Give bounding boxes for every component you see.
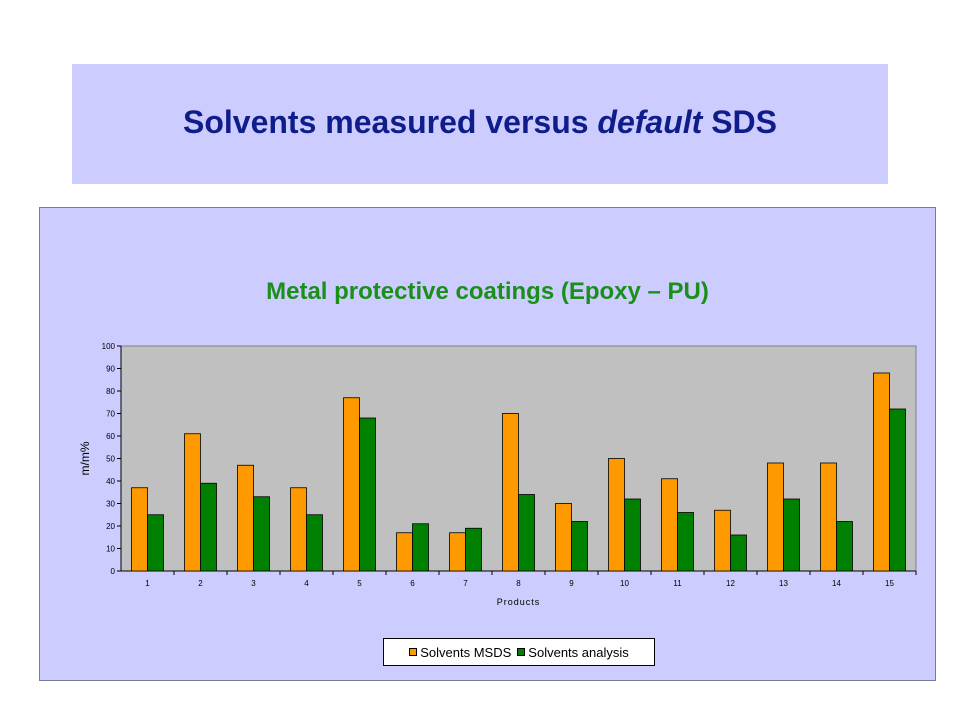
bar-analysis <box>306 514 323 572</box>
bar-analysis <box>359 417 376 572</box>
bar-msds <box>131 487 148 572</box>
bar-analysis <box>518 494 535 572</box>
bar-msds <box>396 532 413 572</box>
x-tick-label: 12 <box>726 579 735 588</box>
x-tick-label: 9 <box>569 579 574 588</box>
bar-msds <box>237 464 254 572</box>
bar-analysis <box>571 521 588 572</box>
y-tick-label: 50 <box>106 455 115 464</box>
chart-title: Metal protective coatings (Epoxy – PU) <box>266 278 709 305</box>
y-tick-label: 60 <box>106 432 115 441</box>
bar-analysis <box>200 482 217 572</box>
x-tick-label: 8 <box>516 579 521 588</box>
bar-msds <box>555 503 572 572</box>
slide-title-box: Solvents measured versus default SDS <box>72 64 888 184</box>
bar-msds <box>449 532 466 572</box>
bar-analysis <box>730 534 747 572</box>
bar-analysis <box>465 527 482 572</box>
bar-analysis <box>836 521 853 572</box>
y-tick-label: 100 <box>102 342 116 351</box>
y-tick-label: 40 <box>106 477 115 486</box>
bar-msds <box>502 413 519 572</box>
bar-analysis <box>412 523 429 572</box>
bar-msds <box>820 462 837 572</box>
bar-analysis <box>624 498 641 572</box>
x-tick-label: 13 <box>779 579 788 588</box>
y-tick-label: 70 <box>106 410 115 419</box>
x-tick-label: 2 <box>198 579 203 588</box>
legend-swatch-msds <box>409 648 418 656</box>
bar-msds <box>714 509 731 572</box>
x-tick-label: 14 <box>832 579 841 588</box>
x-tick-label: 4 <box>304 579 309 588</box>
y-tick-label: 20 <box>106 522 115 531</box>
legend-swatch-analysis <box>517 648 526 656</box>
chart-panel: Metal protective coatings (Epoxy – PU) 0… <box>39 207 936 681</box>
bar-msds <box>184 433 201 572</box>
bar-analysis <box>147 514 164 572</box>
slide-title-part: Solvents measured versus <box>183 104 598 140</box>
x-tick-label: 7 <box>463 579 468 588</box>
x-tick-label: 15 <box>885 579 894 588</box>
bar-msds <box>873 372 890 572</box>
legend-item-msds: Solvents MSDS <box>409 645 511 660</box>
slide-title-emphasis: default <box>597 104 703 140</box>
y-tick-label: 80 <box>106 387 115 396</box>
slide-title: Solvents measured versus default SDS <box>72 104 888 141</box>
x-tick-label: 10 <box>620 579 629 588</box>
x-tick-label: 5 <box>357 579 362 588</box>
x-tick-label: 6 <box>410 579 415 588</box>
bar-msds <box>661 478 678 572</box>
bar-msds <box>767 462 784 572</box>
bar-analysis <box>677 512 694 572</box>
bar-analysis <box>253 496 270 572</box>
chart-legend: Solvents MSDS Solvents analysis <box>383 638 655 666</box>
x-tick-label: 11 <box>673 579 682 588</box>
bar-analysis <box>783 498 800 572</box>
bar-msds <box>608 458 625 572</box>
y-axis-label: m/m% <box>78 441 92 475</box>
y-tick-label: 90 <box>106 365 115 374</box>
x-axis-label: Products <box>497 597 541 607</box>
bar-msds <box>290 487 307 572</box>
bar-msds <box>343 397 360 572</box>
x-tick-label: 1 <box>145 579 150 588</box>
legend-label-analysis: Solvents analysis <box>528 644 629 660</box>
y-tick-label: 10 <box>106 545 115 554</box>
bar-analysis <box>889 408 906 572</box>
legend-item-analysis: Solvents analysis <box>517 644 629 660</box>
x-tick-label: 3 <box>251 579 256 588</box>
legend-label-msds: Solvents MSDS <box>420 644 512 660</box>
slide-title-part: SDS <box>702 104 777 140</box>
y-tick-label: 0 <box>111 567 116 576</box>
y-tick-label: 30 <box>106 500 115 509</box>
